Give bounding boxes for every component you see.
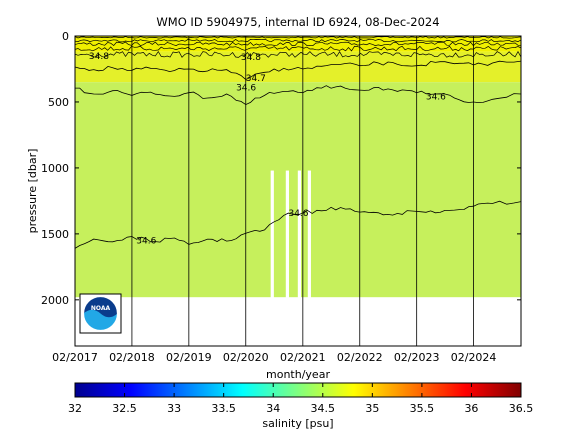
data-gaps (270, 170, 311, 299)
y-tick-label-0: 0 (62, 30, 69, 43)
x-tick-label-0: 02/2017 (52, 351, 98, 364)
colorbar-tick-label-2: 33 (167, 402, 181, 415)
data-gap-3 (307, 170, 311, 299)
contour-label-6: 34.6 (136, 236, 156, 246)
surface-contour-4 (75, 50, 521, 58)
colorbar-label: salinity [psu] (262, 417, 333, 430)
x-tick-label-2: 02/2019 (166, 351, 212, 364)
contour-line-0 (75, 60, 521, 80)
colorbar-tick-label-0: 32 (68, 402, 82, 415)
x-tick-label-4: 02/2021 (280, 351, 326, 364)
contour-label-1: 34.8 (241, 53, 261, 63)
colorbar-tick-label-3: 33.5 (211, 402, 236, 415)
x-tick-label-7: 02/2024 (451, 351, 497, 364)
data-gap-1 (285, 170, 289, 299)
data-gap-0 (270, 170, 274, 299)
y-tick-label-1: 500 (48, 96, 69, 109)
colorbar-tick-label-6: 35 (365, 402, 379, 415)
colorbar-tick-label-9: 36.5 (509, 402, 534, 415)
y-tick-label-3: 1500 (41, 228, 69, 241)
colorbar-ticks: 32 32.5 33 33.5 34 34.5 35 35.5 36 36.5 (68, 383, 533, 415)
x-tick-label-6: 02/2023 (394, 351, 440, 364)
y-axis-label: pressure [dbar] (26, 149, 39, 234)
colorbar-tick-label-8: 36 (464, 402, 478, 415)
colorbar-gradient (74, 382, 522, 398)
x-axis-label: month/year (266, 368, 330, 381)
chart-title: WMO ID 5904975, internal ID 6924, 08-Dec… (156, 15, 439, 29)
contour-line-1 (75, 85, 521, 106)
colorbar: 32 32.5 33 33.5 34 34.5 35 35.5 36 36.5 (68, 382, 533, 415)
contour-label-5: 34.6 (288, 209, 308, 219)
noaa-logo: NOAA (79, 293, 122, 334)
colorbar-tick-label-5: 34.5 (311, 402, 336, 415)
noaa-logo-text: NOAA (91, 305, 111, 312)
surface-contour-noise (75, 36, 521, 58)
colorbar-tick-label-4: 34 (266, 402, 280, 415)
x-tick-label-5: 02/2022 (337, 351, 383, 364)
colorbar-tick-label-7: 35.5 (410, 402, 435, 415)
x-axis-ticks: 02/2017 02/2018 02/2019 02/2020 02/2021 02/20… (52, 351, 496, 364)
x-tick-label-1: 02/2018 (109, 351, 155, 364)
plot-frame (74, 35, 522, 347)
data-gap-2 (297, 170, 302, 299)
contour-label-0: 34.8 (89, 52, 109, 62)
surface-contour-2 (75, 41, 521, 47)
y-tick-label-4: 2000 (41, 294, 69, 307)
contour-lines (75, 60, 521, 249)
surface-contour-1 (75, 38, 521, 43)
plot-area: 34.834.834.734.634.634.634.6 NOAA 02/201… (41, 30, 522, 364)
contour-labels: 34.834.834.734.634.634.634.6 (89, 52, 446, 247)
x-tick-label-3: 02/2020 (223, 351, 269, 364)
surface-contour-3 (75, 45, 521, 52)
colorbar-tick-label-1: 32.5 (112, 402, 137, 415)
surface-contour-0 (75, 36, 521, 39)
contour-label-3: 34.6 (236, 83, 256, 93)
contour-label-4: 34.6 (426, 93, 446, 103)
y-tick-label-2: 1000 (41, 162, 69, 175)
y-axis-ticks: 0 500 1000 1500 2000 (41, 30, 521, 307)
contour-line-2 (75, 200, 521, 249)
contour-label-2: 34.7 (246, 74, 266, 84)
